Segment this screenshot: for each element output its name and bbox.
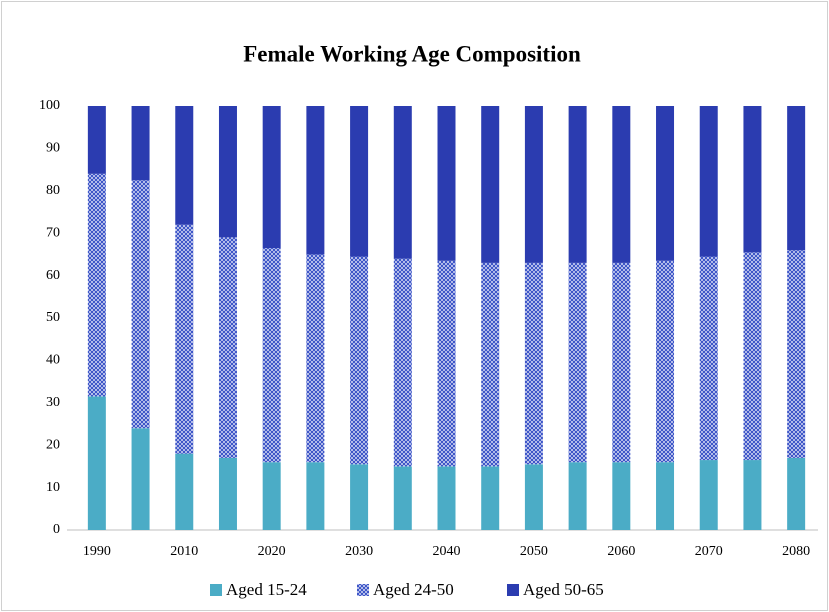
bar-segment: [306, 254, 325, 463]
x-tick-label: 2070: [695, 544, 723, 559]
bar-segment: [743, 106, 762, 253]
x-tick-label: 2060: [607, 544, 635, 559]
y-tick-label: 70: [46, 225, 60, 240]
bar-segment: [218, 457, 237, 530]
legend-swatch: [357, 584, 369, 596]
y-tick-label: 30: [46, 395, 60, 410]
x-tick-label: 1990: [83, 544, 111, 559]
bar-segment: [743, 460, 762, 530]
bar-segment: [393, 258, 412, 467]
legend-swatch: [507, 584, 519, 596]
bar-segment: [87, 173, 106, 397]
x-tick-label: 2010: [170, 544, 198, 559]
x-tick-label: 2080: [782, 544, 810, 559]
bar-segment: [306, 462, 325, 530]
bar-segment: [743, 252, 762, 461]
bar-segment: [787, 457, 806, 530]
bar-segment: [350, 464, 369, 530]
bar-segment: [787, 106, 806, 251]
bar-segment: [350, 106, 369, 257]
bar-segment: [481, 106, 500, 263]
bar-segment: [524, 262, 543, 465]
bar-segment: [524, 464, 543, 530]
bar-segment: [262, 248, 281, 463]
bar-segment: [481, 262, 500, 467]
bar-segment: [218, 106, 237, 238]
chart-title: Female Working Age Composition: [243, 41, 581, 66]
bar-segment: [87, 396, 106, 530]
bar-segment: [524, 106, 543, 263]
bar-segment: [175, 453, 194, 530]
x-tick-label: 2030: [345, 544, 373, 559]
bar-segment: [131, 180, 150, 429]
x-tick-label: 2040: [433, 544, 461, 559]
bar-segment: [437, 106, 456, 261]
bar-segment: [612, 462, 631, 530]
bar-segment: [699, 256, 718, 461]
bar-segment: [131, 106, 150, 181]
y-tick-label: 10: [46, 480, 60, 495]
bar-segment: [568, 262, 587, 463]
bar-segment: [306, 106, 325, 255]
bar-segment: [175, 224, 194, 454]
y-tick-label: 40: [46, 353, 60, 368]
bar-segment: [437, 466, 456, 530]
legend-label: Aged 50-65: [523, 580, 604, 599]
bar-segment: [131, 428, 150, 530]
bar-segment: [656, 462, 675, 530]
x-tick-label: 2050: [520, 544, 548, 559]
bar-segment: [568, 462, 587, 530]
y-tick-label: 50: [46, 310, 60, 325]
bar-segment: [87, 106, 106, 174]
y-tick-label: 20: [46, 437, 60, 452]
bar-segment: [393, 466, 412, 530]
bar-segment: [218, 237, 237, 458]
legend-label: Aged 24-50: [373, 580, 454, 599]
bar-segment: [656, 260, 675, 463]
bar-segment: [350, 256, 369, 465]
bar-segment: [699, 106, 718, 257]
bar-segment: [262, 462, 281, 530]
bar-segment: [656, 106, 675, 261]
legend-label: Aged 15-24: [226, 580, 307, 599]
bar-segment: [262, 106, 281, 249]
bar-segment: [175, 106, 194, 225]
y-tick-label: 0: [53, 522, 60, 537]
bar-segment: [568, 106, 587, 263]
y-tick-label: 100: [39, 98, 60, 113]
bar-segment: [437, 260, 456, 467]
bar-segment: [612, 106, 631, 263]
bar-segment: [699, 460, 718, 530]
legend-swatch: [210, 584, 222, 596]
y-tick-label: 90: [46, 141, 60, 156]
bar-segment: [481, 466, 500, 530]
bar-segment: [612, 262, 631, 463]
y-tick-label: 60: [46, 268, 60, 283]
bar-segment: [787, 250, 806, 458]
y-tick-label: 80: [46, 183, 60, 198]
bar-segment: [393, 106, 412, 259]
x-tick-label: 2020: [258, 544, 286, 559]
